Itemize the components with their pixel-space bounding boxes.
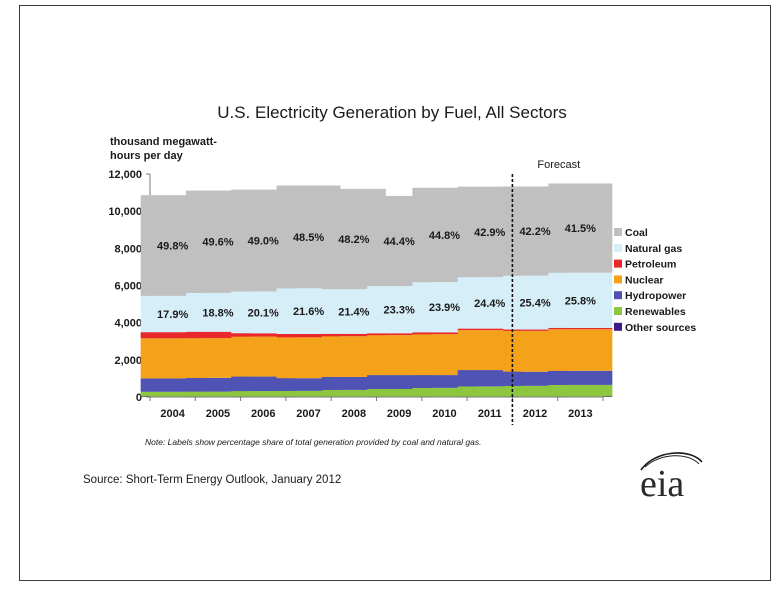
bar-segment-petroleum (231, 333, 296, 337)
bar-segment-renewables (457, 386, 522, 397)
data-label-coal: 48.2% (338, 234, 369, 246)
x-tick-label: 2008 (342, 408, 366, 420)
legend-swatch-hydropower (614, 291, 622, 300)
data-label-natural-gas: 23.9% (429, 302, 460, 314)
bar-segment-petroleum (367, 333, 432, 336)
bar-segment-renewables (185, 391, 250, 397)
legend-swatch-renewables (614, 307, 622, 315)
chart-title: U.S. Electricity Generation by Fuel, All… (217, 103, 567, 122)
chart-note: Note: Labels show percentage share of to… (145, 437, 481, 447)
bar-segment-petroleum (457, 328, 522, 331)
legend-swatch-other-sources (614, 322, 622, 331)
legend-label-other-sources: Other sources (625, 322, 696, 334)
y-tick-label: 10,000 (108, 206, 142, 218)
bar-segment-renewables (140, 391, 205, 397)
data-label-natural-gas: 21.4% (338, 307, 369, 319)
bar-segment-renewables (548, 384, 613, 397)
bar-segment-petroleum (548, 327, 613, 330)
x-tick-label: 2010 (432, 408, 456, 420)
plot-area: 0 2,000 4,000 6,000 8,000 10,000 12,000 2004 200… (108, 159, 613, 425)
bar-segment-nuclear (548, 329, 613, 371)
bar-segment-renewables (412, 387, 477, 397)
x-tick-label: 2006 (251, 408, 275, 420)
legend-swatch-petroleum (614, 259, 622, 268)
legend: Coal Natural gas Petroleum Nuclear Hydropowe… (614, 227, 696, 334)
bar-segment-renewables (367, 389, 432, 397)
bar-segment-natural-gas (548, 272, 613, 328)
x-tick-label: 2004 (160, 408, 185, 420)
legend-label-coal: Coal (625, 227, 648, 239)
bar-segment-renewables (231, 391, 296, 397)
data-label-coal: 48.5% (293, 232, 324, 244)
data-label-coal: 41.5% (565, 223, 596, 235)
y-tick-label: 2,000 (114, 355, 142, 367)
data-label-coal: 44.8% (429, 230, 460, 242)
bar-segment-renewables (321, 389, 386, 397)
legend-swatch-natural-gas (614, 243, 622, 252)
x-tick-label: 2013 (568, 408, 592, 420)
data-label-coal: 49.6% (202, 237, 233, 249)
x-tick-label: 2012 (523, 408, 547, 420)
bar-segment-renewables (276, 390, 341, 397)
legend-label-hydropower: Hydropower (625, 290, 686, 302)
data-label-natural-gas: 17.9% (157, 309, 188, 321)
legend-label-petroleum: Petroleum (625, 259, 676, 271)
bar-segment-renewables (503, 385, 568, 397)
eia-logo: eia (640, 452, 703, 505)
bar-segment-petroleum (412, 332, 477, 335)
data-label-natural-gas: 25.4% (519, 298, 550, 310)
y-tick-label: 6,000 (114, 281, 142, 293)
bar-segment-petroleum (185, 331, 250, 339)
bar-segment-coal (548, 183, 613, 273)
y-tick-label: 8,000 (114, 243, 142, 255)
legend-label-renewables: Renewables (625, 306, 686, 318)
data-label-coal: 49.8% (157, 241, 188, 253)
data-label-natural-gas: 23.3% (384, 305, 415, 317)
bar-segment-hydropower (548, 370, 613, 385)
data-label-natural-gas: 20.1% (248, 307, 279, 319)
data-label-natural-gas: 18.8% (202, 307, 233, 319)
legend-label-nuclear: Nuclear (625, 274, 664, 286)
x-tick-label: 2009 (387, 408, 411, 420)
y-axis-label-line-1: thousand megawatt- (110, 136, 217, 148)
data-label-natural-gas: 24.4% (474, 298, 505, 310)
legend-swatch-coal (614, 228, 622, 236)
data-label-coal: 49.0% (248, 236, 279, 248)
x-tick-label: 2007 (296, 408, 320, 420)
data-label-coal: 42.9% (474, 227, 505, 239)
x-tick-label: 2005 (206, 408, 230, 420)
bar-segment-petroleum (140, 332, 205, 339)
y-axis-label-line-2: hours per day (110, 150, 184, 162)
eia-logo-text: eia (640, 463, 684, 505)
x-tick-label: 2011 (478, 408, 502, 420)
bar-segment-petroleum (276, 334, 341, 338)
forecast-label: Forecast (537, 159, 580, 171)
chart-frame (19, 5, 771, 581)
bar-segment-petroleum (321, 333, 386, 337)
data-label-coal: 42.2% (519, 226, 550, 238)
data-label-natural-gas: 21.6% (293, 306, 324, 318)
legend-label-natural-gas: Natural gas (625, 243, 682, 255)
y-tick-label: 0 (136, 392, 142, 404)
data-label-natural-gas: 25.8% (565, 295, 596, 307)
legend-swatch-nuclear (614, 275, 622, 284)
source-text: Source: Short-Term Energy Outlook, Janua… (83, 474, 341, 486)
bar-segment-petroleum (503, 329, 568, 331)
y-tick-label: 12,000 (108, 169, 142, 181)
y-tick-label: 4,000 (114, 318, 142, 330)
data-label-coal: 44.4% (384, 236, 415, 248)
